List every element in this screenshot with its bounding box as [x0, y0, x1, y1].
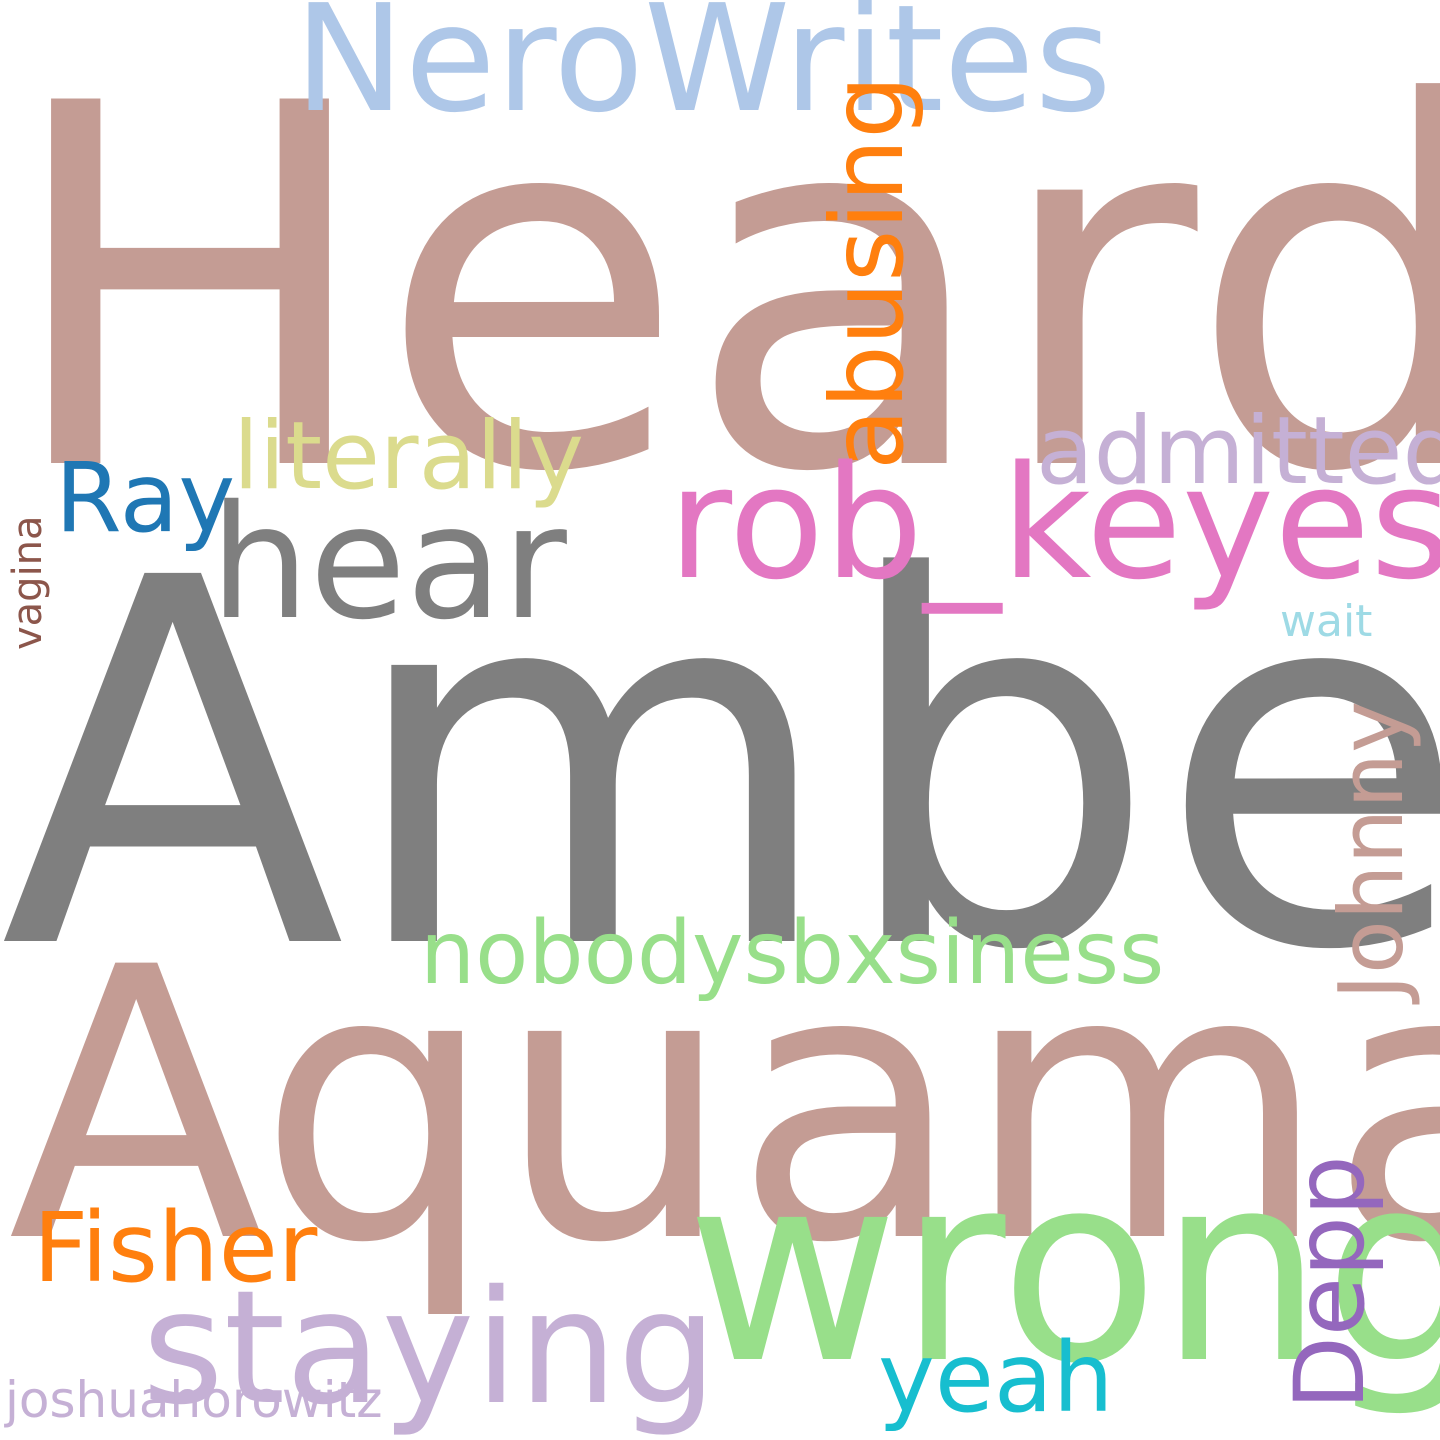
word-johnny: Johnny [1320, 700, 1423, 1000]
word-yeah: yeah [878, 1322, 1114, 1434]
word-rob-keyes: rob_keyes [668, 432, 1440, 614]
word-staying: staying [142, 1257, 718, 1440]
word-hear: hear [210, 472, 567, 655]
word-nerowrites: NeroWrites [294, 0, 1112, 145]
word-ray: Ray [55, 442, 236, 554]
word-wrong: wrong [686, 1119, 1440, 1421]
word-fisher: Fisher [33, 1192, 318, 1304]
word-aquaman: Aquaman [8, 889, 1440, 1325]
word-amber: Amber [0, 473, 1440, 1061]
word-abusing: abusing [809, 75, 926, 470]
word-wait: wait [1280, 596, 1373, 647]
word-joshuahorowitz: joshuahorowitz [5, 1371, 383, 1429]
word-admitted: admitted [1036, 397, 1440, 506]
word-nobodysbxsiness: nobodysbxsiness [420, 902, 1165, 1004]
word-literally: literally [233, 402, 585, 511]
word-depp: Depp [1274, 1155, 1386, 1410]
word-heard: Heard [2, 0, 1440, 581]
word-vagina: vagina [5, 515, 51, 650]
